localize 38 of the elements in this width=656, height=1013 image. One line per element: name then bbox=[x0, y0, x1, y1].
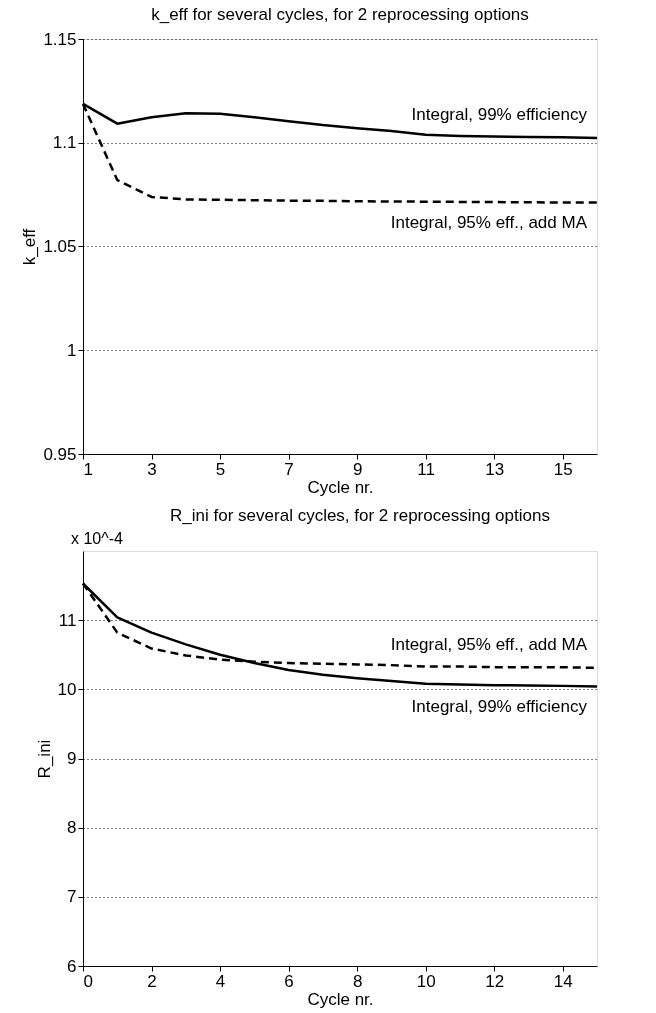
series-label: Integral, 95% eff., add MA bbox=[390, 634, 588, 654]
y-axis-title: k_eff bbox=[20, 228, 40, 266]
y-tick-label: 1.15 bbox=[43, 29, 77, 49]
x-tick-label: 14 bbox=[553, 971, 573, 991]
x-tick-label: 5 bbox=[215, 459, 226, 479]
x-tick-label: 1 bbox=[83, 459, 93, 479]
x-tick-label: 2 bbox=[147, 971, 157, 991]
x-tick-label: 15 bbox=[553, 459, 573, 479]
y-tick-label: 1.1 bbox=[52, 133, 77, 153]
y-tick-label: 9 bbox=[67, 749, 77, 768]
x-tick-label: 0 bbox=[83, 971, 93, 991]
x-axis-title: Cycle nr. bbox=[307, 989, 374, 1009]
text: x 10^-4 bbox=[71, 530, 124, 547]
x-tick-label: 9 bbox=[352, 459, 363, 479]
x-tick-label: 11 bbox=[417, 459, 435, 479]
series-label: Integral, 95% eff., add MA bbox=[390, 212, 588, 232]
x-tick-label: 7 bbox=[284, 459, 294, 479]
x-tick-label: 10 bbox=[416, 971, 436, 991]
y-tick-label: 11 bbox=[58, 610, 77, 630]
chart-title: R_ini for several cycles, for 2 reprocessing options bbox=[170, 506, 550, 525]
x-tick-label: 12 bbox=[485, 971, 505, 991]
y-tick-label: 1 bbox=[67, 340, 77, 360]
chart-title: k_eff for several cycles, for 2 reprocessing options bbox=[151, 5, 529, 24]
y-tick-label: 7 bbox=[67, 887, 77, 907]
y-tick-label: 10 bbox=[57, 679, 77, 699]
series-label: Integral, 99% efficiency bbox=[411, 104, 588, 124]
x-tick-label: 13 bbox=[485, 459, 505, 479]
y-tick-label: 8 bbox=[67, 818, 77, 838]
x-tick-label: 4 bbox=[215, 971, 226, 991]
x-axis-title: Cycle nr. bbox=[307, 477, 374, 497]
y-tick-label: 1.05 bbox=[43, 237, 77, 256]
x-tick-label: 3 bbox=[147, 459, 157, 479]
series-label: Integral, 99% efficiency bbox=[411, 696, 588, 716]
y-tick-label: 0.95 bbox=[43, 444, 77, 464]
x-tick-label: 8 bbox=[352, 971, 363, 991]
y-tick-label: 6 bbox=[67, 956, 77, 976]
x-tick-label: 6 bbox=[284, 971, 294, 991]
y-axis-title: R_ini bbox=[34, 739, 54, 779]
